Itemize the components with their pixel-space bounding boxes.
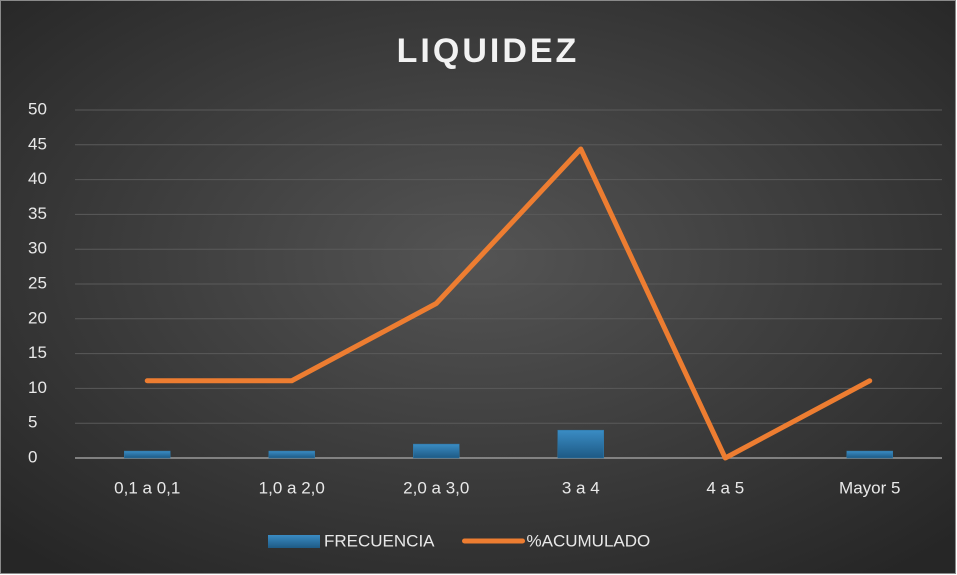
- x-tick-label: 3 a 4: [562, 478, 600, 497]
- y-tick-label: 5: [28, 413, 37, 432]
- y-tick-label: 40: [28, 169, 47, 188]
- legend-swatch: [268, 535, 320, 548]
- y-tick-label: 0: [28, 447, 37, 466]
- x-tick-label: 2,0 a 3,0: [403, 478, 469, 497]
- legend-label: FRECUENCIA: [324, 531, 435, 550]
- y-tick-label: 45: [28, 134, 47, 153]
- y-tick-label: 50: [28, 99, 47, 118]
- x-tick-label: 1,0 a 2,0: [259, 478, 325, 497]
- y-tick-label: 35: [28, 204, 47, 223]
- y-tick-label: 15: [28, 343, 47, 362]
- y-tick-label: 30: [28, 239, 47, 258]
- y-tick-label: 10: [28, 378, 47, 397]
- x-tick-label: Mayor 5: [839, 478, 900, 497]
- bar: [268, 450, 315, 459]
- chart-title: LIQUIDEZ: [397, 32, 580, 70]
- y-tick-label: 25: [28, 273, 47, 292]
- y-tick-label: 20: [28, 308, 47, 327]
- x-tick-label: 0,1 a 0,1: [114, 478, 180, 497]
- x-tick-label: 4 a 5: [706, 478, 744, 497]
- bar: [557, 429, 604, 459]
- bar: [124, 450, 171, 459]
- legend-label: %ACUMULADO: [527, 531, 651, 550]
- bar: [413, 443, 460, 459]
- line: [144, 146, 873, 461]
- bar: [846, 450, 893, 459]
